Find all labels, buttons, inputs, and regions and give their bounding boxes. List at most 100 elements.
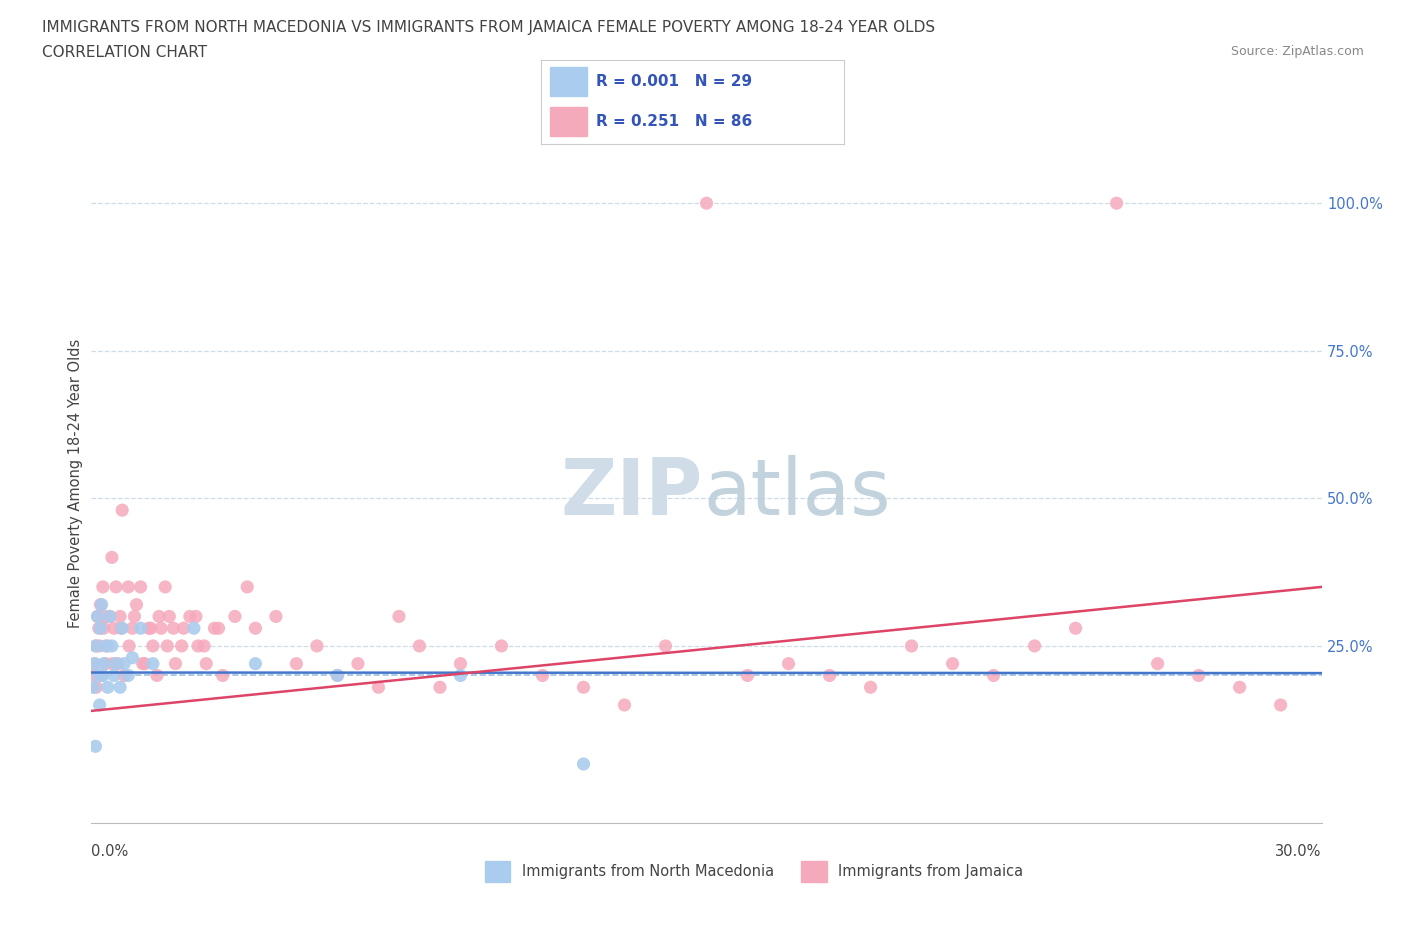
Point bbox=[90, 597, 112, 612]
Point bbox=[91, 668, 114, 683]
Point bbox=[89, 621, 111, 636]
Point bbox=[572, 757, 595, 772]
Point bbox=[97, 639, 120, 654]
Point bbox=[572, 680, 595, 695]
Point bbox=[112, 668, 135, 683]
Point bbox=[778, 657, 800, 671]
Point bbox=[94, 639, 117, 654]
Point bbox=[193, 639, 215, 654]
Point bbox=[491, 639, 513, 654]
Point bbox=[900, 639, 922, 654]
Point bbox=[347, 657, 370, 671]
Point bbox=[236, 579, 259, 594]
Text: Immigrants from Jamaica: Immigrants from Jamaica bbox=[838, 864, 1024, 879]
Point bbox=[117, 579, 139, 594]
Point bbox=[105, 657, 127, 671]
Point bbox=[108, 680, 131, 695]
Point bbox=[111, 621, 134, 636]
Point bbox=[305, 639, 328, 654]
Point bbox=[1229, 680, 1251, 695]
Point bbox=[388, 609, 411, 624]
Point bbox=[86, 609, 108, 624]
Point bbox=[121, 650, 143, 665]
Point bbox=[264, 609, 287, 624]
Point bbox=[111, 503, 134, 518]
Bar bbox=[550, 67, 586, 96]
Point bbox=[156, 639, 179, 654]
Y-axis label: Female Poverty Among 18-24 Year Olds: Female Poverty Among 18-24 Year Olds bbox=[67, 339, 83, 629]
Text: R = 0.001   N = 29: R = 0.001 N = 29 bbox=[596, 73, 752, 89]
Point bbox=[818, 668, 841, 683]
Point bbox=[1187, 668, 1209, 683]
Point bbox=[82, 668, 104, 683]
Point bbox=[131, 657, 153, 671]
Point bbox=[138, 621, 160, 636]
Text: ZIP: ZIP bbox=[561, 455, 703, 531]
Point bbox=[983, 668, 1005, 683]
Point bbox=[146, 668, 169, 683]
Point bbox=[1270, 698, 1292, 712]
Point bbox=[245, 657, 267, 671]
Point bbox=[118, 639, 141, 654]
Point bbox=[148, 609, 170, 624]
Point bbox=[117, 668, 139, 683]
Point bbox=[326, 668, 349, 683]
Point bbox=[245, 621, 267, 636]
Point bbox=[429, 680, 451, 695]
Text: 30.0%: 30.0% bbox=[1275, 844, 1322, 858]
Point bbox=[121, 621, 143, 636]
Point bbox=[94, 657, 117, 671]
Point bbox=[110, 621, 132, 636]
Point bbox=[211, 668, 233, 683]
Point bbox=[207, 621, 229, 636]
Point bbox=[134, 657, 156, 671]
Point bbox=[139, 621, 162, 636]
Point bbox=[202, 621, 225, 636]
Point bbox=[103, 668, 125, 683]
Point bbox=[1146, 657, 1168, 671]
Point bbox=[654, 639, 676, 654]
Point bbox=[87, 668, 110, 683]
Point bbox=[93, 609, 115, 624]
Point bbox=[84, 639, 107, 654]
Point bbox=[1064, 621, 1087, 636]
Text: Source: ZipAtlas.com: Source: ZipAtlas.com bbox=[1230, 45, 1364, 58]
Point bbox=[86, 609, 108, 624]
Point bbox=[83, 657, 105, 671]
Point bbox=[737, 668, 759, 683]
Text: R = 0.251   N = 86: R = 0.251 N = 86 bbox=[596, 114, 752, 129]
Point bbox=[142, 657, 165, 671]
Point bbox=[941, 657, 963, 671]
Point bbox=[408, 639, 430, 654]
Point bbox=[187, 639, 209, 654]
Text: CORRELATION CHART: CORRELATION CHART bbox=[42, 45, 207, 60]
Text: atlas: atlas bbox=[703, 455, 890, 531]
Point bbox=[195, 657, 218, 671]
Point bbox=[326, 668, 349, 683]
Point bbox=[157, 609, 180, 624]
Point bbox=[90, 668, 112, 683]
Point bbox=[83, 657, 105, 671]
Point bbox=[98, 609, 121, 624]
Point bbox=[89, 698, 111, 712]
Point bbox=[108, 609, 131, 624]
Point bbox=[97, 680, 120, 695]
Point bbox=[84, 738, 107, 753]
Point bbox=[125, 597, 148, 612]
Point bbox=[93, 621, 115, 636]
Point bbox=[150, 621, 173, 636]
Point bbox=[91, 579, 114, 594]
Text: IMMIGRANTS FROM NORTH MACEDONIA VS IMMIGRANTS FROM JAMAICA FEMALE POVERTY AMONG : IMMIGRANTS FROM NORTH MACEDONIA VS IMMIG… bbox=[42, 20, 935, 35]
Point bbox=[89, 639, 111, 654]
Point bbox=[183, 621, 205, 636]
Point bbox=[101, 657, 124, 671]
Point bbox=[82, 680, 104, 695]
Point bbox=[103, 621, 125, 636]
Point bbox=[93, 657, 115, 671]
Point bbox=[165, 657, 187, 671]
Point bbox=[112, 657, 135, 671]
Point bbox=[531, 668, 554, 683]
Point bbox=[162, 621, 184, 636]
Point bbox=[224, 609, 246, 624]
Point bbox=[142, 639, 165, 654]
